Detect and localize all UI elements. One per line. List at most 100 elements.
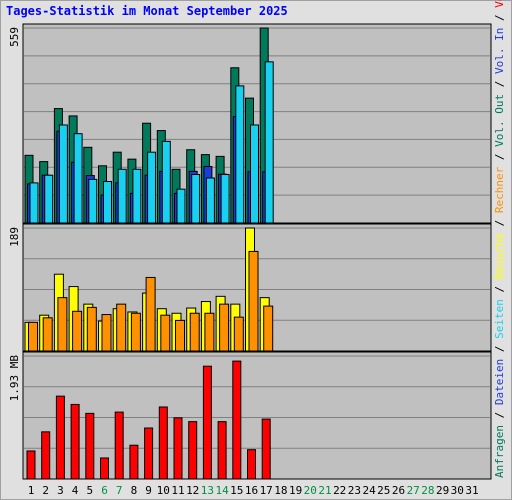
legend-item: Vol. Out — [493, 94, 506, 154]
bar-rechner-day-15 — [233, 316, 244, 352]
bar-volumen-day-13 — [202, 365, 212, 480]
bar-volumen-day-16 — [247, 449, 256, 480]
bar-volumen-day-15 — [232, 360, 242, 480]
legend-item: Rechner — [493, 166, 506, 219]
legend-separator: / — [493, 220, 506, 233]
bar-rechner-day-1 — [28, 321, 38, 352]
bar-volumen-day-1 — [26, 450, 36, 480]
x-tick-label: 10 — [157, 484, 170, 497]
x-tick-label: 20 — [304, 484, 317, 497]
bar-rechner-day-11 — [175, 319, 185, 352]
legend-item: Dateien — [493, 359, 506, 412]
bar-seiten-day-12 — [191, 174, 201, 224]
bar-rechner-day-8 — [130, 312, 141, 352]
x-tick-label: 25 — [377, 484, 390, 497]
bar-seiten-day-11 — [176, 188, 186, 224]
bar-seiten-day-1 — [29, 182, 39, 224]
x-tick-label: 23 — [348, 484, 361, 497]
x-tick-label: 16 — [245, 484, 258, 497]
legend-item: Anfragen — [493, 425, 506, 478]
bar-rechner-day-14 — [219, 303, 230, 352]
legend-separator: / — [493, 346, 506, 359]
x-tick-label: 11 — [171, 484, 184, 497]
legend-item: Besuche — [493, 233, 506, 286]
bar-volumen-day-11 — [173, 417, 183, 480]
bar-seiten-day-4 — [73, 133, 83, 224]
bar-seiten-day-17 — [264, 61, 274, 224]
bar-rechner-day-16 — [248, 250, 259, 352]
bar-volumen-day-4 — [70, 403, 80, 480]
bar-volumen-day-10 — [158, 406, 168, 480]
x-tick-label: 12 — [186, 484, 199, 497]
x-tick-label: 26 — [392, 484, 405, 497]
bar-rechner-day-17 — [263, 305, 274, 352]
x-tick-label: 29 — [436, 484, 449, 497]
bar-seiten-day-6 — [103, 180, 112, 224]
x-tick-label: 3 — [57, 484, 64, 497]
x-tick-label: 14 — [215, 484, 229, 497]
bar-seiten-day-14 — [220, 174, 230, 224]
legend: Anfragen / Dateien / Seiten / Besuche / … — [493, 0, 506, 478]
bar-rechner-day-10 — [160, 314, 171, 352]
legend-separator: / — [493, 81, 506, 94]
y-max-label: 1.93 MB — [8, 355, 21, 402]
bar-rechner-day-9 — [145, 276, 156, 352]
bar-rechner-day-6 — [101, 314, 112, 352]
bar-seiten-day-10 — [161, 140, 171, 224]
x-tick-label: 15 — [230, 484, 243, 497]
bar-rechner-day-5 — [86, 306, 97, 352]
bar-rechner-day-12 — [189, 312, 200, 352]
chart-title: Tages-Statistik im Monat September 2025 — [6, 4, 288, 18]
x-tick-label: 22 — [333, 484, 346, 497]
y-max-label: 189 — [8, 227, 21, 247]
bar-volumen-day-6 — [100, 457, 109, 480]
bar-volumen-day-12 — [188, 421, 198, 480]
legend-separator: / — [493, 286, 506, 299]
x-tick-label: 28 — [421, 484, 434, 497]
bar-volumen-day-2 — [41, 431, 51, 480]
bar-seiten-day-15 — [235, 85, 245, 224]
x-tick-label: 13 — [201, 484, 214, 497]
bar-volumen-day-5 — [85, 412, 95, 480]
x-tick-label: 6 — [101, 484, 108, 497]
x-tick-label: 31 — [465, 484, 478, 497]
bar-rechner-day-2 — [42, 317, 53, 352]
bar-seiten-day-7 — [117, 168, 127, 224]
x-tick-label: 21 — [318, 484, 331, 497]
bar-rechner-day-3 — [57, 297, 68, 352]
bar-volumen-day-8 — [129, 444, 139, 480]
legend-separator: / — [493, 412, 506, 425]
legend-separator: / — [493, 14, 506, 27]
x-tick-label: 19 — [289, 484, 302, 497]
x-tick-label: 2 — [42, 484, 49, 497]
bar-seiten-day-16 — [250, 124, 259, 224]
x-tick-label: 30 — [451, 484, 464, 497]
legend-item: Seiten — [493, 299, 506, 345]
x-tick-label: 27 — [407, 484, 420, 497]
x-tick-label: 5 — [86, 484, 93, 497]
bar-volumen-day-17 — [261, 418, 271, 480]
legend-item: Volumen — [493, 0, 506, 14]
bar-seiten-day-13 — [205, 177, 215, 224]
bar-rechner-day-4 — [72, 310, 83, 352]
bar-volumen-day-7 — [114, 411, 124, 480]
x-tick-label: 24 — [362, 484, 376, 497]
y-max-label: 559 — [8, 27, 21, 47]
bar-rechner-day-13 — [204, 312, 215, 352]
x-tick-label: 18 — [274, 484, 287, 497]
legend-item: Vol. In — [493, 28, 506, 81]
bar-volumen-day-3 — [55, 395, 65, 480]
bar-seiten-day-9 — [147, 151, 157, 224]
bar-seiten-day-2 — [44, 174, 54, 224]
bar-volumen-day-14 — [217, 421, 227, 480]
x-tick-label: 8 — [131, 484, 138, 497]
legend-separator: / — [493, 153, 506, 166]
x-tick-label: 7 — [116, 484, 123, 497]
x-tick-label: 1 — [28, 484, 35, 497]
bar-rechner-day-7 — [116, 303, 127, 352]
bar-seiten-day-8 — [132, 168, 142, 224]
x-tick-label: 4 — [72, 484, 79, 497]
bar-seiten-day-3 — [58, 124, 68, 224]
x-tick-label: 9 — [145, 484, 152, 497]
